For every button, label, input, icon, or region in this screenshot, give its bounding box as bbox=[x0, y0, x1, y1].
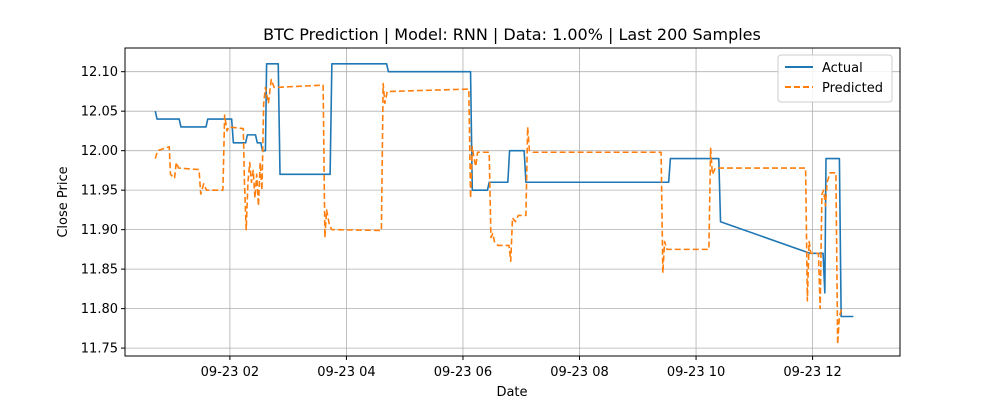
legend: Actual Predicted bbox=[777, 54, 893, 103]
y-tick-label: 11.85 bbox=[81, 263, 118, 278]
legend-label-predicted: Predicted bbox=[822, 81, 883, 96]
x-axis-label: Date bbox=[496, 385, 527, 400]
y-axis: 11.75 11.80 11.85 11.90 11.95 12.00 12.05 12.10 bbox=[81, 65, 125, 357]
x-tick-label: 09-23 08 bbox=[550, 365, 608, 380]
plot-frame bbox=[124, 47, 901, 357]
y-tick-label: 11.75 bbox=[81, 342, 118, 357]
x-axis: 09-23 02 09-23 04 09-23 06 09-23 08 09-23 10… bbox=[201, 356, 842, 380]
legend-label-actual: Actual bbox=[822, 61, 863, 76]
series-line-actual bbox=[154, 62, 854, 318]
y-tick-label: 12.05 bbox=[81, 105, 118, 120]
y-tick-label: 12.10 bbox=[81, 65, 118, 80]
y-tick-label: 11.90 bbox=[81, 223, 118, 238]
y-tick-label: 11.80 bbox=[81, 302, 118, 317]
series-layer bbox=[154, 62, 854, 345]
x-tick-label: 09-23 02 bbox=[201, 365, 259, 380]
x-tick-label: 09-23 10 bbox=[667, 365, 725, 380]
x-tick-label: 09-23 12 bbox=[783, 365, 841, 380]
chart-title: BTC Prediction | Model: RNN | Data: 1.00… bbox=[263, 25, 761, 44]
y-axis-label: Close Price bbox=[56, 166, 71, 237]
series-line-predicted bbox=[154, 78, 843, 345]
x-tick-label: 09-23 06 bbox=[434, 365, 492, 380]
y-tick-label: 12.00 bbox=[81, 144, 118, 159]
y-tick-label: 11.95 bbox=[81, 184, 118, 199]
x-tick-label: 09-23 04 bbox=[317, 365, 375, 380]
